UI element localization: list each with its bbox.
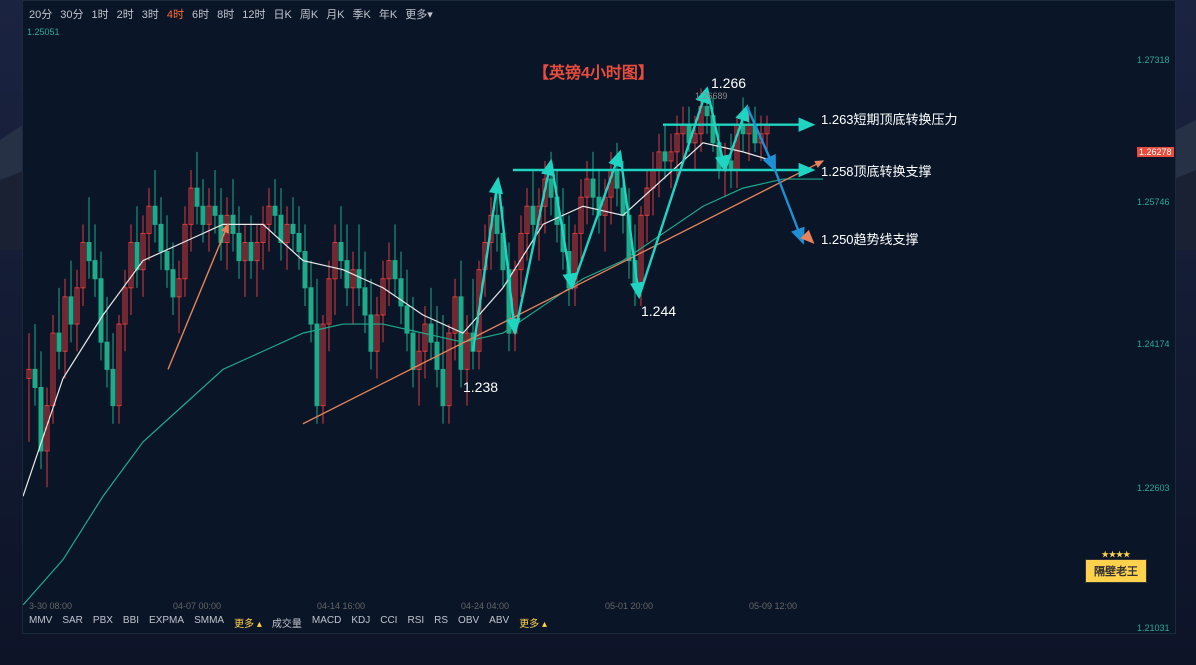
annotation: 1.26689 xyxy=(695,91,728,101)
x-axis: 3-30 08:00 04-07 00:00 04-14 16:00 04-24 04… xyxy=(23,597,1135,611)
annotation: 1.263短期顶底转换压力 xyxy=(821,109,958,128)
annotation: 1.266 xyxy=(711,75,746,91)
x-label: 04-24 04:00 xyxy=(461,601,509,611)
indicator-更多▴[interactable]: 更多 ▴ xyxy=(234,615,262,629)
indicator-RS[interactable]: RS xyxy=(434,615,448,629)
timeframe-更多▾[interactable]: 更多▾ xyxy=(405,6,433,22)
indicator-更多▴[interactable]: 更多 ▴ xyxy=(519,615,547,629)
y-label: 1.24174 xyxy=(1137,339,1170,349)
indicator-KDJ[interactable]: KDJ xyxy=(351,615,370,629)
annotation: 1.250趋势线支撑 xyxy=(821,229,919,248)
timeframe-年K[interactable]: 年K xyxy=(379,6,397,22)
indicator-OBV[interactable]: OBV xyxy=(458,615,479,629)
timeframe-8时[interactable]: 8时 xyxy=(217,6,234,22)
timeframe-30分[interactable]: 30分 xyxy=(60,6,83,22)
annotation: 1.238 xyxy=(463,379,498,395)
indicator-成交量[interactable]: 成交量 xyxy=(272,615,302,629)
y-label: 1.22603 xyxy=(1137,483,1170,493)
timeframe-4时[interactable]: 4时 xyxy=(167,6,184,22)
timeframe-日K[interactable]: 日K xyxy=(274,6,292,22)
indicator-MACD[interactable]: MACD xyxy=(312,615,341,629)
x-label: 04-14 16:00 xyxy=(317,601,365,611)
timeframe-2时[interactable]: 2时 xyxy=(117,6,134,22)
timeframe-1时[interactable]: 1时 xyxy=(92,6,109,22)
indicator-toolbar: MMV SAR PBX BBI EXPMA SMMA 更多 ▴ 成交量 MACD KDJ CCI RS… xyxy=(29,615,547,629)
indicator-SAR[interactable]: SAR xyxy=(62,615,83,629)
x-label: 3-30 08:00 xyxy=(29,601,72,611)
indicator-EXPMA[interactable]: EXPMA xyxy=(149,615,184,629)
indicator-ABV[interactable]: ABV xyxy=(489,615,509,629)
indicator-MMV[interactable]: MMV xyxy=(29,615,52,629)
timeframe-20分[interactable]: 20分 xyxy=(29,6,52,22)
timeframe-季K[interactable]: 季K xyxy=(353,6,371,22)
y-label: 1.27318 xyxy=(1137,55,1170,65)
x-label: 04-07 00:00 xyxy=(173,601,221,611)
indicator-BBI[interactable]: BBI xyxy=(123,615,139,629)
timeframe-3时[interactable]: 3时 xyxy=(142,6,159,22)
indicator-PBX[interactable]: PBX xyxy=(93,615,113,629)
timeframe-6时[interactable]: 6时 xyxy=(192,6,209,22)
watermark-badge: 隔壁老王 xyxy=(1085,559,1147,583)
indicator-CCI[interactable]: CCI xyxy=(380,615,397,629)
y-label: 1.25746 xyxy=(1137,197,1170,207)
x-label: 05-09 12:00 xyxy=(749,601,797,611)
candlestick-chart[interactable] xyxy=(23,25,1135,605)
indicator-SMMA[interactable]: SMMA xyxy=(194,615,224,629)
y-label: 1.26278 xyxy=(1137,147,1174,157)
timeframe-周K[interactable]: 周K xyxy=(300,6,318,22)
x-label: 05-01 20:00 xyxy=(605,601,653,611)
indicator-RSI[interactable]: RSI xyxy=(407,615,424,629)
annotation: 1.258顶底转换支撑 xyxy=(821,161,932,180)
y-axis: 1.273181.262781.257461.241741.226031.210… xyxy=(1135,25,1175,605)
timeframe-月K[interactable]: 月K xyxy=(326,6,344,22)
annotation: 1.244 xyxy=(641,303,676,319)
chart-panel: 20分 30分 1时 2时 3时 4时 6时 8时 12时日K 周K 月K 季K 年K 更多▾ 1.250… xyxy=(22,0,1176,634)
y-label: 1.21031 xyxy=(1137,623,1170,633)
timeframe-toolbar: 20分 30分 1时 2时 3时 4时 6时 8时 12时日K 周K 月K 季K 年K 更多▾ xyxy=(29,5,433,23)
timeframe-12时[interactable]: 12时 xyxy=(242,6,265,22)
